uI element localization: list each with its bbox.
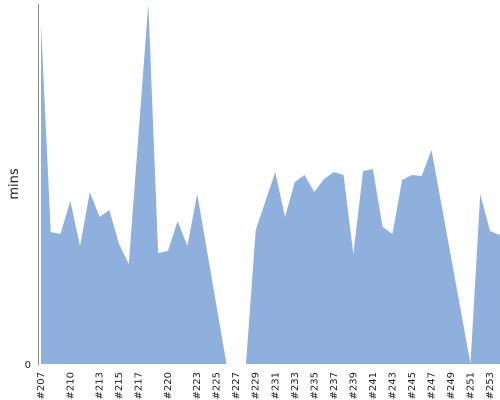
x-tick-label: #233 [290,372,301,399]
plot-area [41,4,500,364]
x-tick-label: #225 [212,372,223,399]
x-tick-label: #239 [348,372,359,399]
x-tick-label: #217 [134,372,145,399]
x-tick-label: #249 [446,372,457,399]
x-tick-label: #235 [309,372,320,399]
x-tick-label: #251 [465,372,476,399]
x-tick-label: #223 [192,372,203,399]
y-tick-label: 0 [25,360,31,371]
x-tick-label: #210 [65,372,76,399]
x-tick-label: #220 [163,372,174,399]
series-area [41,4,500,364]
x-tick-label: #253 [485,372,496,399]
x-tick-labels: #207 #210 #213 #215 #217 #220 #223 #225 #227 #229… [36,372,496,399]
x-tick-label: #247 [426,372,437,399]
x-tick-label: #231 [270,372,281,399]
x-tick-label: #243 [387,372,398,399]
x-tick-label: #227 [231,372,242,399]
x-tick-label: #241 [368,372,379,399]
x-tick-label: #229 [251,372,262,399]
x-tick-label: #237 [329,372,340,399]
x-tick-label: #245 [407,372,418,399]
y-axis-label: mins [7,168,22,200]
x-tick-label: #207 [36,372,47,399]
x-tick-label: #213 [95,372,106,399]
x-tick-label: #215 [114,372,125,399]
